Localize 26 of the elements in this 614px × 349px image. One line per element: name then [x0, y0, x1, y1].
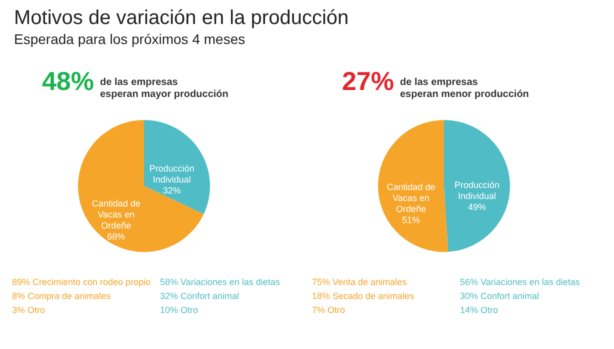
text: 10% Otro [160, 305, 198, 315]
text: 56% Variaciones en las dietas [460, 277, 580, 287]
slice-label: Producción Individual [454, 180, 500, 201]
text: 30% Confort animal [460, 291, 540, 301]
slice-label: Cantidad de Vacas en Ordeñe [386, 182, 436, 214]
text: 58% Variaciones en las dietas [160, 277, 280, 287]
chart-title: Motivos de variación en la producción [14, 7, 349, 29]
text: 89% Crecimiento con rodeo propio [12, 277, 151, 287]
pie-slice [144, 120, 210, 214]
pie-slice [444, 120, 510, 252]
text: 75% Venta de animales [312, 277, 408, 287]
text: 14% Otro [460, 305, 498, 315]
text: 32% Confort animal [160, 291, 240, 301]
text: 3% Otro [12, 305, 46, 315]
slice-label: Cantidad de Vacas en Ordeñe [92, 198, 140, 231]
text: 8% Compra de animales [12, 291, 112, 301]
data-label: 68% [107, 232, 126, 242]
text: 18% Secado de animales [312, 291, 415, 301]
slice-label: Producción Individual [149, 163, 194, 184]
chart-subtitle: Esperada para los próximos 4 meses [14, 31, 246, 47]
data-label: 32% [162, 185, 181, 196]
text: 7% Otro [312, 305, 346, 315]
data-label: 51% [402, 215, 420, 226]
pie-slice [378, 120, 448, 252]
data-label: 49% [468, 202, 486, 212]
pie-slice [78, 120, 204, 252]
